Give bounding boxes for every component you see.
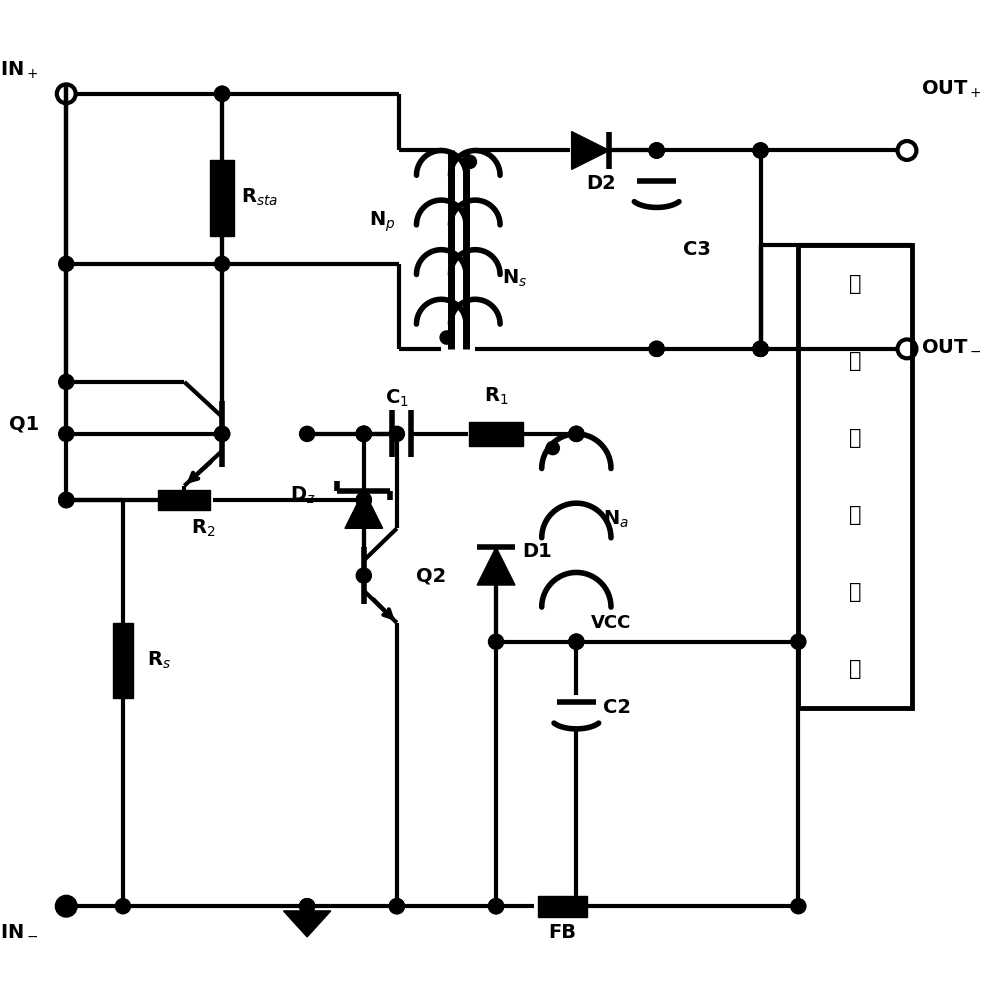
- Circle shape: [753, 143, 768, 158]
- Circle shape: [791, 899, 806, 914]
- Bar: [211, 160, 233, 236]
- Circle shape: [389, 899, 405, 914]
- Text: N$_s$: N$_s$: [502, 267, 528, 289]
- Circle shape: [59, 426, 74, 441]
- Circle shape: [215, 426, 230, 441]
- Circle shape: [568, 426, 584, 441]
- Bar: [112, 623, 133, 698]
- Circle shape: [649, 143, 664, 158]
- Circle shape: [59, 492, 74, 508]
- Circle shape: [299, 426, 314, 441]
- Bar: [798, 245, 912, 708]
- Circle shape: [357, 426, 371, 441]
- Text: D2: D2: [586, 174, 616, 193]
- Text: C2: C2: [603, 698, 630, 717]
- Text: Q2: Q2: [416, 566, 446, 585]
- Bar: [159, 490, 211, 510]
- Circle shape: [753, 341, 768, 356]
- Circle shape: [753, 341, 768, 356]
- Circle shape: [215, 86, 230, 101]
- Text: IN$_+$: IN$_+$: [0, 60, 38, 81]
- Text: 隔: 隔: [849, 274, 861, 294]
- Circle shape: [440, 331, 453, 344]
- Circle shape: [463, 155, 477, 168]
- Circle shape: [546, 441, 559, 455]
- Text: 网: 网: [849, 582, 861, 602]
- Circle shape: [59, 492, 74, 508]
- Text: D$_z$: D$_z$: [290, 485, 315, 506]
- Polygon shape: [345, 491, 383, 528]
- Circle shape: [357, 426, 371, 441]
- Circle shape: [357, 492, 371, 508]
- Circle shape: [59, 899, 74, 914]
- Text: 离: 离: [849, 351, 861, 371]
- Circle shape: [59, 492, 74, 508]
- Circle shape: [215, 426, 230, 441]
- Circle shape: [59, 256, 74, 271]
- Text: VCC: VCC: [591, 614, 631, 632]
- Circle shape: [357, 568, 371, 583]
- Circle shape: [649, 143, 664, 158]
- Text: FB: FB: [549, 923, 576, 942]
- Text: 反: 反: [849, 428, 861, 448]
- Polygon shape: [571, 132, 610, 169]
- Circle shape: [649, 143, 664, 158]
- Circle shape: [791, 634, 806, 649]
- Circle shape: [489, 899, 503, 914]
- Circle shape: [357, 426, 371, 441]
- Text: Q1: Q1: [9, 415, 38, 434]
- Circle shape: [649, 341, 664, 356]
- Text: R$_{sta}$: R$_{sta}$: [241, 187, 278, 208]
- Text: IN$_-$: IN$_-$: [0, 920, 38, 939]
- Circle shape: [568, 634, 584, 649]
- Text: R$_1$: R$_1$: [484, 385, 508, 407]
- Circle shape: [215, 86, 230, 101]
- Text: N$_p$: N$_p$: [369, 209, 396, 234]
- Circle shape: [115, 899, 130, 914]
- Circle shape: [753, 341, 768, 356]
- Text: OUT$_-$: OUT$_-$: [921, 335, 982, 354]
- Circle shape: [215, 256, 230, 271]
- Circle shape: [389, 426, 405, 441]
- Circle shape: [568, 634, 584, 649]
- Circle shape: [568, 899, 584, 914]
- Circle shape: [357, 492, 371, 508]
- Text: 馈: 馈: [849, 505, 861, 525]
- Polygon shape: [477, 547, 515, 585]
- Text: C3: C3: [683, 240, 711, 259]
- Text: R$_2$: R$_2$: [191, 518, 216, 539]
- Text: D1: D1: [522, 542, 553, 561]
- Circle shape: [299, 899, 314, 914]
- Circle shape: [389, 899, 405, 914]
- Circle shape: [568, 426, 584, 441]
- Circle shape: [299, 899, 314, 914]
- Text: N$_a$: N$_a$: [603, 508, 628, 530]
- Circle shape: [753, 143, 768, 158]
- Bar: [469, 422, 523, 446]
- Circle shape: [489, 899, 503, 914]
- Text: C$_1$: C$_1$: [385, 387, 409, 409]
- Circle shape: [489, 634, 503, 649]
- Circle shape: [357, 426, 371, 441]
- Circle shape: [649, 341, 664, 356]
- Text: R$_s$: R$_s$: [147, 650, 170, 671]
- Circle shape: [59, 374, 74, 389]
- Polygon shape: [284, 911, 331, 937]
- Bar: [538, 896, 587, 917]
- Text: 络: 络: [849, 659, 861, 679]
- Text: OUT$_+$: OUT$_+$: [921, 78, 982, 100]
